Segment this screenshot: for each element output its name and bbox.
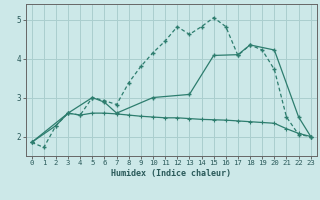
X-axis label: Humidex (Indice chaleur): Humidex (Indice chaleur): [111, 169, 231, 178]
